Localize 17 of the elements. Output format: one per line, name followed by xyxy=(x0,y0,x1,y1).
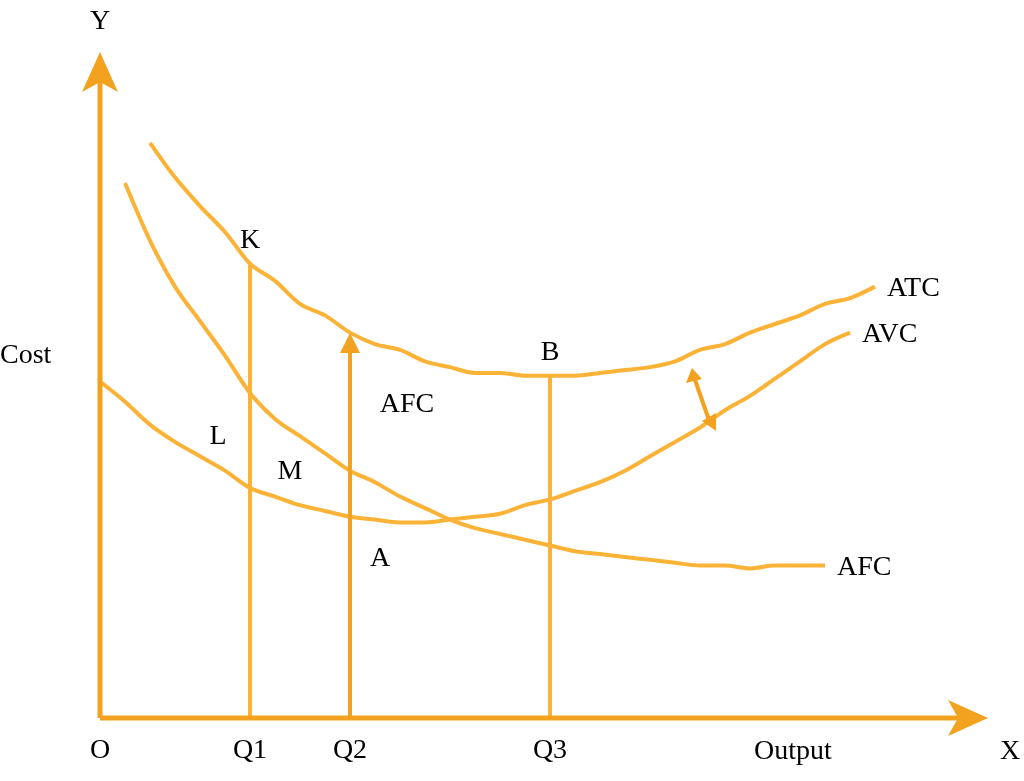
annotation: L xyxy=(209,419,227,450)
x-tick-label: Q3 xyxy=(532,732,568,764)
annotation: M xyxy=(277,454,303,485)
series-label: AVC xyxy=(862,316,918,348)
annotation: AFC xyxy=(379,387,435,418)
annotation: B xyxy=(540,334,560,366)
y-axis-title: Cost xyxy=(0,338,52,370)
x-tick-label: Q1 xyxy=(232,732,268,764)
x-axis-title: Output xyxy=(754,734,832,766)
x-tick-label: O xyxy=(89,732,111,764)
series-label: ATC xyxy=(887,270,940,302)
annotation: K xyxy=(239,222,261,254)
series-label: AFC xyxy=(837,549,892,581)
text: X xyxy=(999,734,1021,765)
x-tick-label: Q2 xyxy=(332,732,368,764)
annotation: A xyxy=(369,541,391,572)
text: Y xyxy=(89,4,111,35)
